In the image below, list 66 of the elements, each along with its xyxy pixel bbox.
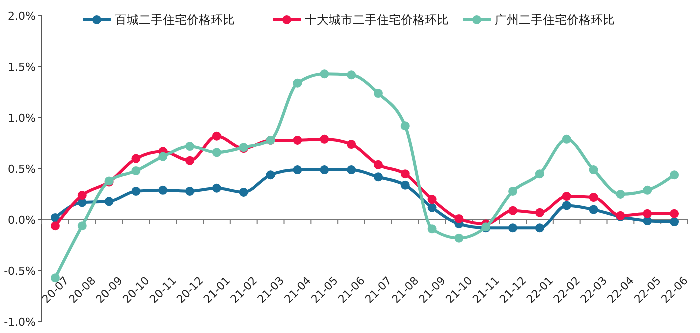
point (78, 191, 87, 200)
point (508, 206, 518, 216)
point (320, 166, 330, 175)
point (400, 170, 410, 179)
point (293, 78, 302, 88)
point (50, 222, 60, 231)
point (186, 142, 195, 152)
point (186, 186, 195, 196)
y-tick-label: 0.5% (8, 162, 36, 176)
point (132, 166, 141, 176)
point (643, 186, 652, 195)
point (400, 122, 410, 131)
y-tick-label: -0.5% (4, 264, 36, 278)
point (78, 222, 87, 231)
point (266, 170, 276, 180)
point (670, 209, 680, 218)
y-tick-label: 1.0% (8, 112, 36, 125)
point (589, 166, 598, 175)
point (158, 152, 168, 162)
point (374, 172, 383, 182)
point (158, 186, 168, 195)
point (293, 136, 302, 145)
point (535, 208, 544, 218)
point (50, 213, 60, 222)
point (212, 148, 222, 158)
point (535, 170, 544, 179)
point (320, 70, 330, 79)
y-tick-label: 0.0% (8, 214, 36, 227)
point (670, 218, 680, 227)
point (428, 203, 437, 212)
point (428, 195, 437, 204)
point (454, 234, 464, 243)
point (347, 140, 356, 150)
point (374, 89, 383, 98)
point (508, 224, 518, 233)
point (132, 154, 141, 164)
point (589, 205, 598, 214)
point (186, 156, 195, 166)
point (239, 188, 248, 197)
point (428, 224, 437, 234)
legend-label: 十大城市二手住宅价格环比 (305, 13, 449, 28)
point (320, 134, 330, 144)
point (132, 186, 141, 196)
point (670, 170, 680, 180)
point (347, 70, 356, 80)
legend-label: 百城二手住宅价格环比 (115, 13, 235, 28)
y-tick-label: 2.0% (8, 10, 36, 23)
point (616, 190, 626, 199)
point (535, 224, 544, 233)
point (589, 193, 598, 202)
point (562, 192, 572, 202)
point (212, 132, 222, 141)
point (508, 186, 518, 196)
point (374, 160, 383, 170)
point (562, 201, 572, 210)
point (293, 166, 302, 175)
point (643, 209, 652, 218)
legend-label: 广州二手住宅价格环比 (495, 13, 615, 28)
y-tick-label: 1.5% (8, 60, 36, 74)
point (454, 214, 464, 224)
point (562, 134, 572, 144)
point (212, 184, 222, 193)
y-tick-label: -1.0% (4, 316, 36, 329)
point (400, 180, 410, 190)
point (104, 197, 114, 206)
point (347, 166, 356, 175)
